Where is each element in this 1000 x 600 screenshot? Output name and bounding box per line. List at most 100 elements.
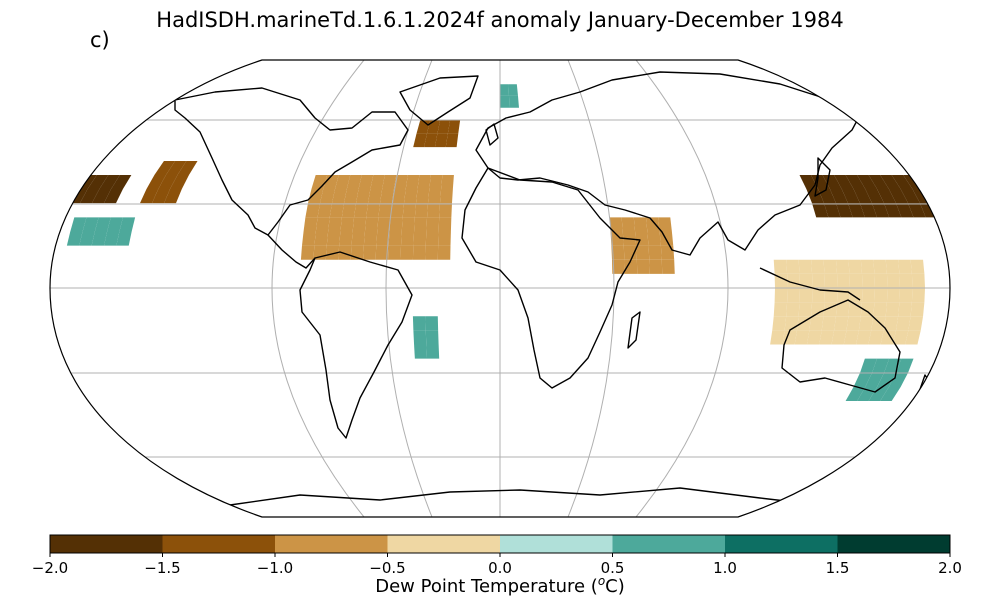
colorbar-tick-label: −0.5 (369, 559, 406, 577)
anomaly-cell (660, 245, 675, 260)
anomaly-cell (378, 203, 392, 218)
anomaly-cell (872, 358, 890, 373)
anomaly-cell (382, 174, 397, 190)
anomaly-cell (885, 259, 900, 274)
anomaly-cell (811, 259, 825, 274)
coastlines (174, 71, 936, 506)
anomaly-cell (636, 259, 650, 274)
anomaly-cell (414, 203, 428, 218)
anomaly-cell (874, 273, 888, 288)
anomaly-cell (868, 386, 889, 402)
greenland-coast (399, 75, 479, 126)
anomaly-cell (824, 273, 838, 288)
anomaly-cell (860, 203, 878, 218)
anomaly-cell (773, 302, 788, 317)
map-title: HadISDH.marineTd.1.6.1.2024f anomaly Jan… (156, 8, 844, 32)
anomaly-cell (868, 330, 884, 345)
anomaly-cell (146, 174, 166, 190)
anomaly-cell (308, 189, 324, 204)
anomaly-cell (358, 174, 374, 190)
anomaly-cell (809, 316, 824, 331)
anomaly-cell (861, 273, 875, 288)
anomaly-cell (661, 259, 675, 274)
anomaly-grid-cells (66, 84, 938, 402)
anomaly-cell (434, 133, 448, 148)
anomaly-cell (896, 316, 911, 331)
colorbar-label: Dew Point Temperature (oC) (0, 574, 1000, 597)
anomaly-cell (843, 330, 859, 345)
anomaly-cell (325, 245, 340, 260)
anomaly-cell (811, 174, 830, 190)
anomaly-cell (445, 133, 459, 148)
anomaly-cell (861, 288, 875, 303)
anomaly-cell (402, 203, 416, 218)
anomaly-cell (364, 217, 379, 232)
anomaly-cell (836, 203, 853, 218)
anomaly-cell (774, 273, 788, 288)
anomaly-cell (865, 189, 884, 204)
anomaly-cell (413, 133, 427, 148)
anomaly-cell (427, 203, 440, 218)
anomaly-cell (611, 259, 625, 274)
colorbar-band (500, 535, 613, 553)
anomaly-cell (412, 245, 426, 260)
anomaly-cell (900, 189, 920, 204)
anomaly-cell (821, 316, 836, 331)
anomaly-cell (871, 316, 886, 331)
anomaly-cell (315, 217, 330, 232)
anomaly-cell (158, 174, 178, 190)
anomaly-cell (645, 217, 660, 232)
anomaly-cell (377, 217, 391, 232)
anomaly-cell (328, 217, 342, 232)
anomaly-cell (623, 245, 637, 260)
anomaly-cell (835, 259, 850, 274)
anomaly-cell (636, 245, 650, 260)
anomaly-cell (910, 302, 925, 317)
colorbar-band (725, 535, 838, 553)
anomaly-cell (99, 174, 120, 190)
anomaly-cell (659, 231, 674, 246)
anomaly-cell (811, 302, 825, 317)
anomaly-cell (414, 344, 428, 359)
anomaly-cell (905, 330, 921, 345)
anomaly-cell (647, 231, 661, 246)
anomaly-cell (404, 189, 418, 204)
anomaly-cell (868, 174, 889, 190)
anomaly-cell (80, 189, 100, 204)
anomaly-cell (877, 189, 896, 204)
anomaly-cell (858, 316, 874, 331)
anomaly-cell (92, 189, 112, 204)
anomaly-cell (428, 189, 442, 204)
anomaly-cell (834, 174, 854, 190)
anomaly-cell (340, 217, 355, 232)
anomaly-cell (899, 273, 913, 288)
anomaly-cell (302, 231, 316, 246)
anomaly-cell (845, 386, 866, 402)
anomaly-cell (440, 189, 453, 204)
anomaly-cell (326, 231, 341, 246)
anomaly-cell (888, 372, 908, 387)
anomaly-cell (154, 160, 176, 175)
anomaly-cell (424, 133, 438, 148)
anomaly-cell (812, 203, 829, 218)
anomaly-cell (314, 231, 329, 246)
anomaly-cell (107, 217, 123, 232)
anomaly-cell (841, 189, 860, 204)
anomaly-cell (439, 203, 452, 218)
anomaly-cell (911, 273, 925, 288)
anomaly-cell (119, 217, 136, 232)
anomaly-cell (500, 84, 509, 96)
anomaly-cell (352, 217, 367, 232)
anomaly-cell (834, 316, 849, 331)
anomaly-cell (441, 174, 454, 190)
anomaly-cell (104, 189, 123, 204)
anomaly-cell (837, 273, 850, 288)
anomaly-cell (429, 174, 443, 190)
anomaly-cell (873, 302, 887, 317)
anomaly-cell (892, 330, 909, 345)
anomaly-cell (376, 231, 390, 246)
colorbar-tick-label: −1.0 (256, 559, 294, 577)
colorbar-tick-label: −2.0 (31, 559, 69, 577)
anomaly-cell (170, 174, 189, 190)
anomaly-cell (787, 288, 800, 303)
